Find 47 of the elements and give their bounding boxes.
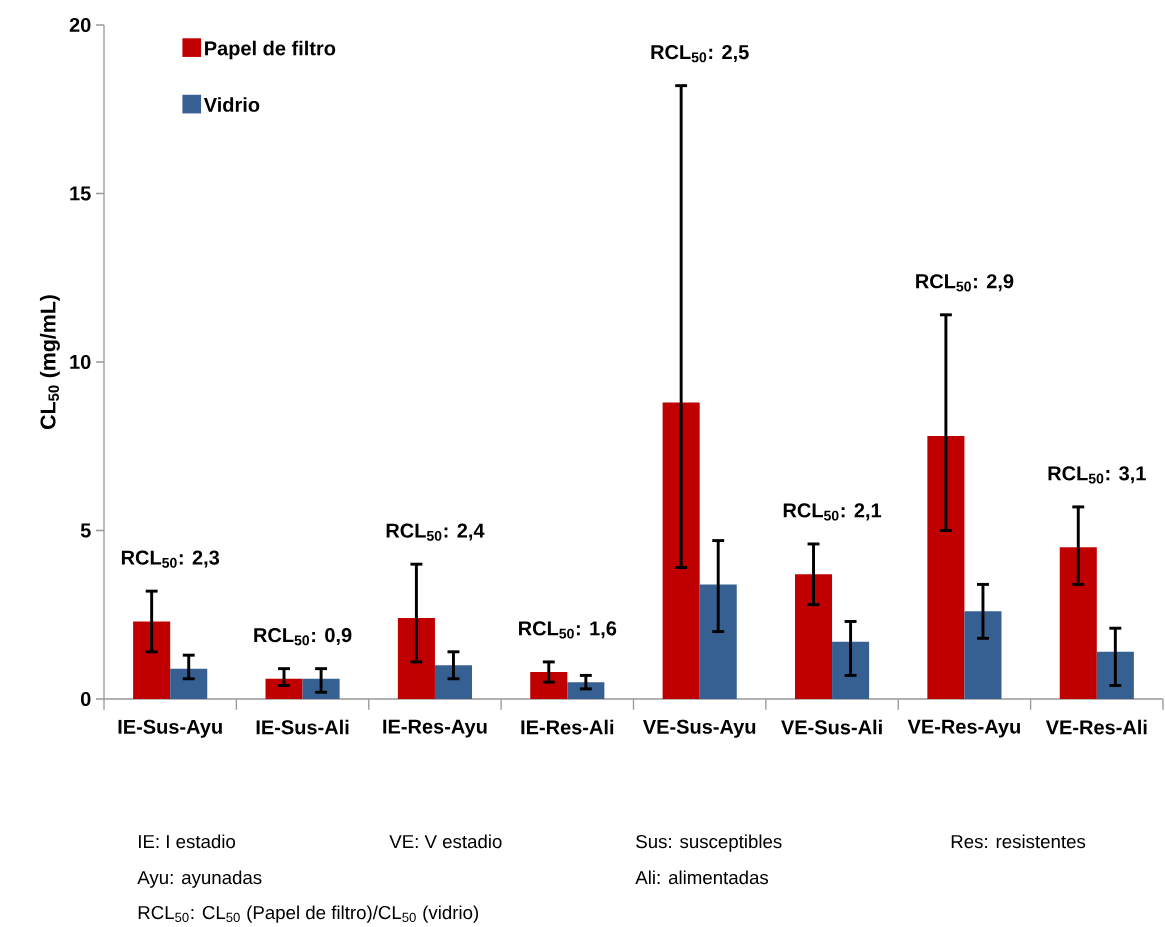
text: IE: I estadio — [138, 834, 236, 849]
legend-label: Papel de filtro — [205, 40, 336, 60]
y-tick-label: 20 — [69, 17, 91, 33]
bar — [133, 621, 171, 699]
y-tick-label: 0 — [80, 691, 91, 707]
annotation: RCL$_{50}$: 0,9 — [254, 628, 352, 646]
x-tick-label: VE-Res-Ayu — [907, 719, 1020, 738]
text: Sus: susceptibles — [636, 834, 782, 852]
y-axis-title: CL$_{50}$ (mg/mL) — [39, 295, 60, 429]
x-tick-label: IE-Res-Ayu — [383, 719, 487, 738]
x-tick-label: IE-Sus-Ali — [256, 719, 349, 735]
x-tick-label: VE-Sus-Ali — [781, 719, 882, 735]
annotation: RCL$_{50}$: 2,3 — [121, 550, 220, 568]
x-tick-label: IE-Res-Ali — [521, 719, 614, 735]
bar — [434, 665, 472, 699]
annotation: RCL$_{50}$: 2,4 — [386, 523, 485, 541]
x-tick-label: VE-Res-Ali — [1045, 719, 1147, 735]
bar — [662, 402, 700, 699]
annotation: RCL$_{50}$: 1,6 — [519, 621, 617, 639]
annotation: RCL$_{50}$: 2,1 — [783, 503, 882, 521]
text: Ayu: ayunadas — [137, 870, 262, 888]
text: VE: V estadio — [389, 834, 502, 849]
bar — [567, 682, 605, 699]
bar — [530, 672, 568, 699]
bar — [265, 678, 303, 699]
y-tick-label: 15 — [70, 186, 91, 201]
legend-label: Vidrio — [203, 97, 260, 112]
y-tick-label: 5 — [80, 523, 91, 538]
bar — [302, 678, 340, 699]
annotation: RCL$_{50}$: 2,5 — [651, 45, 749, 63]
annotation: RCL$_{50}$: 2,9 — [916, 274, 1014, 292]
bar — [832, 641, 870, 699]
text: Res: resistentes — [951, 834, 1086, 849]
bar — [1059, 547, 1097, 699]
x-tick-label: IE-Sus-Ayu — [118, 719, 222, 738]
x-tick-label: VE-Sus-Ayu — [642, 719, 756, 738]
y-tick-label: 10 — [70, 354, 91, 370]
bar — [1096, 651, 1134, 699]
annotation: RCL$_{50}$: 3,1 — [1048, 466, 1146, 484]
text: Ali: alimentadas — [635, 870, 769, 885]
bar — [699, 584, 737, 699]
text: RCL$_{50}$: CL$_{50}$ (Papel de filtro)/CL$_{50}$ (vidrio) — [138, 905, 479, 923]
bar — [397, 618, 435, 699]
bar — [794, 574, 833, 699]
bar — [964, 611, 1002, 699]
bar — [927, 436, 965, 699]
bar — [170, 668, 208, 699]
